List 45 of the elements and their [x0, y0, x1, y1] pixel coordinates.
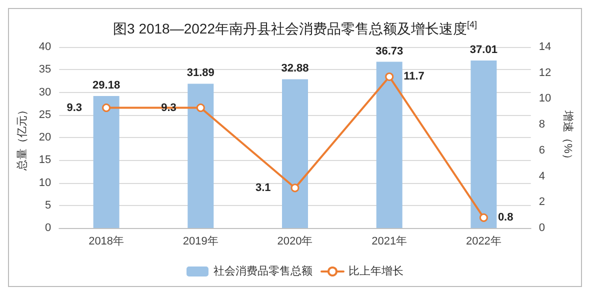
data-label: 9.3 [66, 102, 82, 114]
y2-tick-label: 0 [538, 222, 545, 234]
legend-label: 比上年增长 [348, 264, 404, 278]
point [102, 104, 111, 112]
y-tick-label: 15 [38, 154, 52, 166]
y-tick-label: 0 [45, 222, 52, 234]
data-label: 29.18 [92, 79, 120, 92]
data-label: 31.89 [186, 67, 214, 80]
y2-tick-label: 10 [538, 92, 552, 105]
y2-tick-label: 14 [538, 41, 552, 53]
y2-tick-label: 6 [538, 144, 545, 156]
bar [376, 62, 402, 228]
bar [188, 84, 214, 228]
point [479, 213, 488, 222]
point [290, 184, 300, 192]
bar [93, 96, 120, 228]
point [196, 104, 205, 112]
y-tick-label: 5 [45, 199, 52, 212]
bar [470, 60, 497, 228]
x-tick-label: 2022年 [466, 236, 502, 248]
data-label: 32.88 [281, 62, 309, 75]
legend-label: 社会消费品零售总额 [214, 264, 312, 278]
y2-tick-label: 2 [538, 196, 545, 208]
y-tick-label: 25 [38, 108, 52, 121]
x-tick-label: 2021年 [372, 236, 408, 248]
y2-tick-label: 8 [538, 118, 545, 131]
y2-tick-label: 12 [538, 66, 552, 79]
data-label: 37.01 [470, 44, 498, 56]
data-label: 0.8 [498, 212, 514, 224]
data-label: 36.73 [376, 45, 404, 58]
y2-axis-title: 增速（%） [562, 110, 574, 164]
x-tick-label: 2018年 [88, 236, 124, 248]
data-label: 3.1 [255, 182, 271, 194]
y-tick-label: 35 [38, 64, 52, 76]
x-tick-label: 2020年 [277, 236, 313, 248]
y-tick-label: 20 [38, 132, 52, 144]
y-tick-label: 40 [38, 41, 52, 53]
y-axis-title: 总量（亿元） [16, 104, 28, 172]
data-label: 11.7 [404, 70, 424, 83]
bar [282, 79, 308, 228]
y2-tick-label: 4 [538, 170, 545, 182]
point [385, 72, 394, 81]
y-tick-label: 30 [38, 86, 52, 98]
x-tick-label: 2019年 [182, 236, 218, 248]
y-tick-label: 10 [38, 176, 52, 189]
